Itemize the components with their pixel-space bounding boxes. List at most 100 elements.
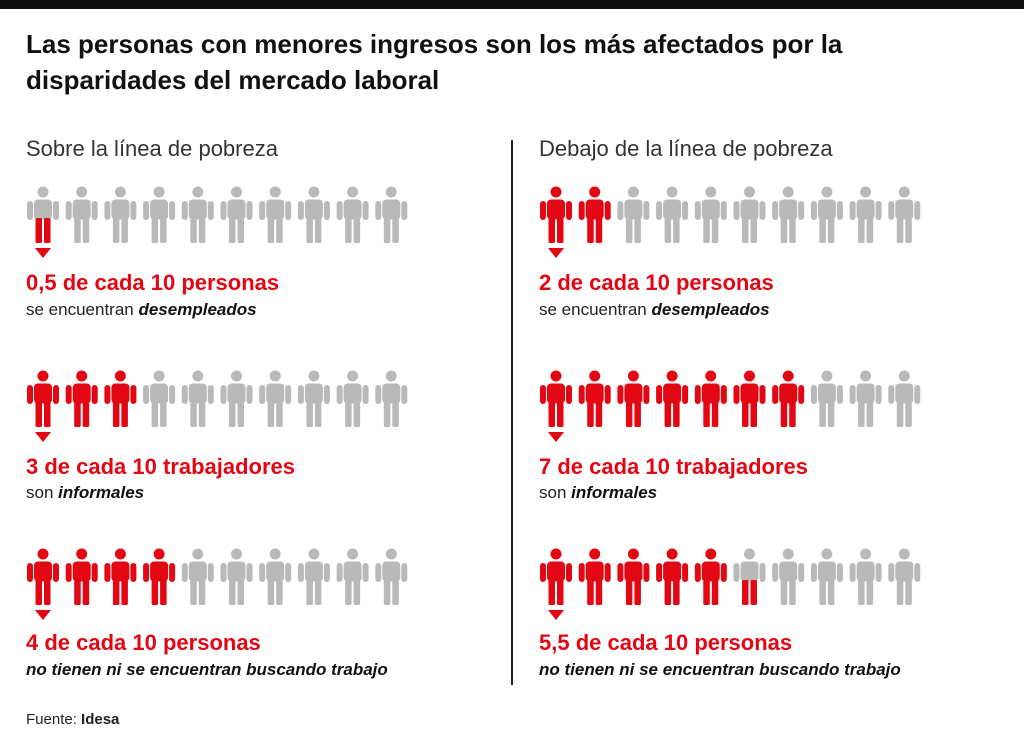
person-icon-full — [104, 548, 137, 605]
person-icon-empty — [220, 370, 253, 427]
desc-above-1: se encuentran desempleados — [26, 300, 257, 320]
person-icon-empty — [297, 548, 330, 605]
desc-plain: son — [539, 483, 572, 502]
person-icon-full — [617, 370, 650, 427]
person-icon-half — [27, 186, 59, 243]
column-title-below-poverty: Debajo de la línea de pobreza — [539, 136, 833, 161]
person-icon-empty — [888, 370, 921, 427]
person-icon-empty — [772, 548, 805, 605]
person-icon-empty — [143, 186, 176, 243]
person-icon-empty — [181, 186, 214, 243]
person-icon-empty — [181, 548, 214, 605]
top-bar — [0, 0, 1024, 9]
stat-above-2: 3 de cada 10 trabajadores — [26, 454, 296, 479]
stat-above-3: 4 de cada 10 personas — [26, 630, 261, 655]
pointer-arrow-icon — [548, 432, 564, 442]
person-icon-empty — [810, 370, 843, 427]
person-icon-full — [540, 370, 572, 427]
pictogram-row-above-2 — [27, 370, 408, 442]
desc-below-3: no tienen ni se encuentran buscando trab… — [539, 660, 901, 680]
person-icon-empty — [849, 186, 882, 243]
person-icon-full — [656, 370, 689, 427]
person-icon-empty — [65, 186, 98, 243]
chart-title: Las personas con menores ingresos son lo… — [26, 29, 843, 95]
desc-emphasis: informales — [58, 483, 145, 502]
stat-above-1: 0,5 de cada 10 personas — [26, 270, 280, 295]
person-icon-empty — [259, 548, 292, 605]
person-icon-empty — [694, 186, 727, 243]
stat-below-3: 5,5 de cada 10 personas — [539, 630, 793, 655]
person-icon-full — [27, 548, 59, 605]
column-divider — [511, 140, 513, 685]
person-icon-empty — [336, 548, 369, 605]
person-icon-full — [65, 370, 98, 427]
person-icon-empty — [259, 186, 292, 243]
pictogram-row-below-1 — [540, 186, 921, 258]
desc-emphasis: desempleados — [138, 300, 257, 319]
person-icon-full — [540, 548, 572, 605]
pointer-arrow-icon — [548, 248, 564, 258]
person-icon-empty — [617, 186, 650, 243]
person-icon-empty — [375, 370, 408, 427]
person-icon-empty — [375, 186, 408, 243]
desc-below-1: se encuentran desempleados — [539, 300, 770, 320]
person-icon-empty — [336, 370, 369, 427]
person-icon-full — [27, 370, 59, 427]
desc-below-2: son informales — [539, 483, 657, 503]
pictogram-row-above-3 — [27, 548, 408, 620]
desc-emphasis: desempleados — [651, 300, 770, 319]
person-icon-empty — [849, 370, 882, 427]
person-icon-full — [772, 370, 805, 427]
person-icon-empty — [888, 548, 921, 605]
person-icon-empty — [336, 186, 369, 243]
person-icon-full — [578, 186, 611, 243]
person-icon-empty — [810, 548, 843, 605]
person-icon-full — [694, 548, 727, 605]
person-icon-empty — [297, 370, 330, 427]
person-icon-empty — [656, 186, 689, 243]
person-icon-empty — [849, 548, 882, 605]
person-icon-empty — [375, 548, 408, 605]
person-icon-full — [694, 370, 727, 427]
source-label: Fuente: — [26, 711, 77, 728]
pointer-arrow-icon — [35, 432, 51, 442]
pointer-arrow-icon — [35, 248, 51, 258]
person-icon-empty — [772, 186, 805, 243]
person-icon-empty — [733, 186, 766, 243]
desc-plain: son — [26, 483, 59, 502]
pointer-arrow-icon — [548, 610, 564, 620]
person-icon-empty — [888, 186, 921, 243]
desc-above-3: no tienen ni se encuentran buscando trab… — [26, 660, 388, 680]
pictogram-row-above-1 — [27, 186, 408, 258]
person-icon-empty — [259, 370, 292, 427]
pictogram-row-below-3 — [540, 548, 921, 620]
person-icon-full — [65, 548, 98, 605]
desc-emphasis: no tienen ni se encuentran buscando trab… — [539, 660, 901, 679]
stat-below-2: 7 de cada 10 trabajadores — [539, 454, 809, 479]
person-icon-full — [143, 548, 176, 605]
person-icon-full — [733, 370, 766, 427]
desc-emphasis: no tienen ni se encuentran buscando trab… — [26, 660, 388, 679]
source-name: Idesa — [81, 711, 120, 728]
desc-above-2: son informales — [26, 483, 144, 503]
desc-emphasis: informales — [571, 483, 658, 502]
person-icon-full — [104, 370, 137, 427]
person-icon-full — [540, 186, 572, 243]
stat-below-1: 2 de cada 10 personas — [539, 270, 774, 295]
person-icon-full — [617, 548, 650, 605]
pictogram-row-below-2 — [540, 370, 921, 442]
person-icon-empty — [297, 186, 330, 243]
person-icon-empty — [104, 186, 137, 243]
person-icon-empty — [220, 548, 253, 605]
desc-plain: se encuentran — [26, 300, 139, 319]
desc-plain: se encuentran — [539, 300, 652, 319]
person-icon-empty — [810, 186, 843, 243]
column-title-above-poverty: Sobre la línea de pobreza — [26, 136, 278, 161]
person-icon-full — [578, 548, 611, 605]
person-icon-full — [656, 548, 689, 605]
source-note: Fuente: Idesa — [26, 711, 119, 728]
person-icon-half — [733, 548, 766, 605]
person-icon-empty — [143, 370, 176, 427]
person-icon-empty — [220, 186, 253, 243]
person-icon-full — [578, 370, 611, 427]
